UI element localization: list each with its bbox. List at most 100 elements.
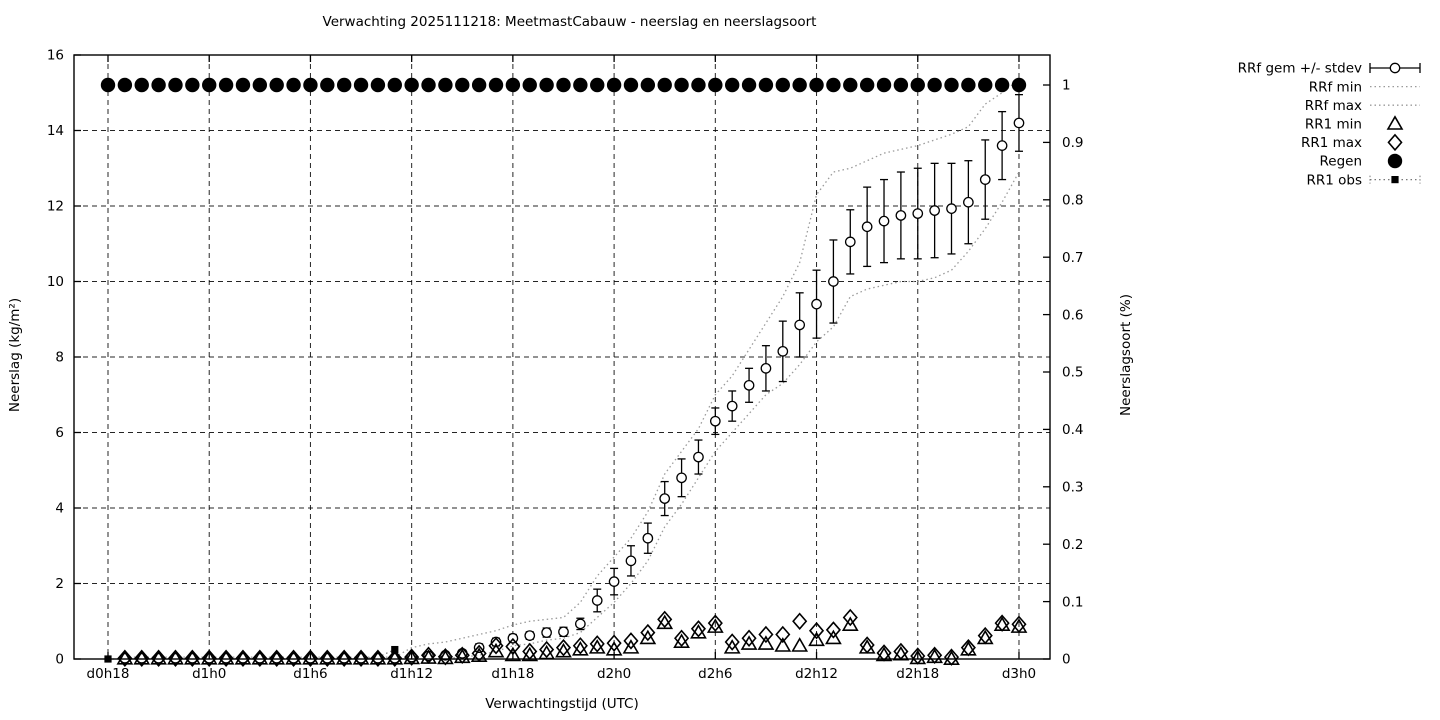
y-right-tick-label: 1 [1062,78,1071,94]
rr1-max-point [539,640,555,659]
y-left-tick-label: 6 [55,425,64,441]
rr1-min-point [116,650,134,665]
y-right-tick-label: 0.3 [1062,480,1083,496]
regen-point [522,77,537,93]
rr1-min-point [757,635,775,650]
rr1-max-point [910,647,926,665]
regen-point [286,77,301,93]
rrf-gem-point [794,319,806,331]
regen-point [876,77,892,93]
axis-ticks [74,54,1050,660]
rr1-max-point [994,614,1010,632]
rrf-gem-point [524,630,536,641]
regen-point [708,77,723,93]
regen-point [893,77,909,93]
chart-title: Verwachting 2025111218: MeetmastCabauw -… [322,14,817,30]
rr1-max-point [674,629,690,647]
y-right-tick-label: 0.1 [1062,594,1083,610]
rr1-max-point [943,648,960,666]
y-left-tick-label: 14 [47,123,64,139]
regen-point [944,77,959,93]
regen-point [404,77,419,93]
rrf-gem-point [895,210,907,221]
rr1-max-point [269,649,285,667]
regen-point [505,77,521,93]
y-right-tick-label: 0.8 [1062,193,1083,209]
y-left-tick-label: 16 [47,48,64,64]
rr1-max-point [792,612,808,630]
rrf-gem-point [861,221,873,233]
rrf-gem-point [726,400,738,412]
rr1-max-point [640,623,656,642]
rr1-min-point [217,650,235,665]
legend-label: RRf gem +/- stdev [1238,61,1362,77]
legend-label: RR1 obs [1306,172,1362,188]
rr1-max-point [252,649,268,667]
regen-point [1011,77,1027,93]
rr1-max-point [336,649,352,667]
rr1-max-point [606,634,622,652]
regen-point [809,77,824,93]
rr1-max-point [420,646,437,664]
right-y-axis-label: Neerslagsoort (%) [1118,294,1134,416]
rr1-min-point [200,650,218,665]
rr1-min-point [487,642,505,658]
rr1-min-point [150,650,167,665]
rr1-max-point [859,636,875,654]
rr1-min-point [774,637,792,652]
rr1-min-point [386,650,404,665]
y-right-tick-label: 0.5 [1062,365,1083,381]
rr1-min-point [825,629,842,645]
rrf-gem-point [844,236,856,248]
regen-point [387,77,402,93]
rr1-max-point [842,608,858,627]
regen-point [859,77,875,93]
rr1-min-point [740,635,758,650]
rrf-gem-series [119,93,1025,664]
x-tick-label: d2h6 [698,666,732,682]
rrf-gem-point [558,626,569,638]
rr1-min-point [335,650,353,665]
regen-point [657,77,672,93]
x-tick-label: d3h0 [1002,666,1036,682]
regen-point [185,77,200,93]
regen-point [539,77,554,93]
x-axis-label: Verwachtingstijd (UTC) [485,696,639,712]
regen-point [910,77,925,93]
regen-point [792,77,807,93]
regen-point [370,77,386,93]
regen-series [100,77,1027,93]
rrf-gem-point [963,196,974,208]
rr1-min-point [183,650,201,665]
rr1-max-point [218,649,234,667]
y-right-tick-label: 0.7 [1062,250,1083,266]
y-right-tick-label: 0.9 [1062,135,1083,151]
rrf-max-curve [124,79,1020,658]
gridlines [74,55,1050,659]
regen-point [336,77,352,93]
regen-point [606,77,622,93]
rrf-max [124,79,1020,658]
regen-point [134,77,149,93]
rr1-max-point [876,644,892,662]
y-right-tick-label: 0 [1062,652,1071,668]
regen-point [573,77,588,93]
rr1-max-point [134,649,150,667]
rr1-min-point [167,650,184,665]
rr1-min-point [268,650,286,665]
rr1-max-point [151,649,167,667]
rr1-max-point [724,633,740,651]
regen-point [927,77,942,93]
rr1-max-point [690,620,707,638]
rr1-max-point [808,621,825,640]
rr1-min-point [133,650,151,665]
y-left-tick-label: 2 [55,576,64,592]
left-y-axis-label: Neerslag (kg/m²) [7,297,23,413]
rrf-min-curve [124,171,1020,660]
regen-point [488,77,504,93]
regen-point [421,77,436,93]
legend-filled-circle-icon [1387,153,1403,169]
rr1-min-point [352,650,370,665]
